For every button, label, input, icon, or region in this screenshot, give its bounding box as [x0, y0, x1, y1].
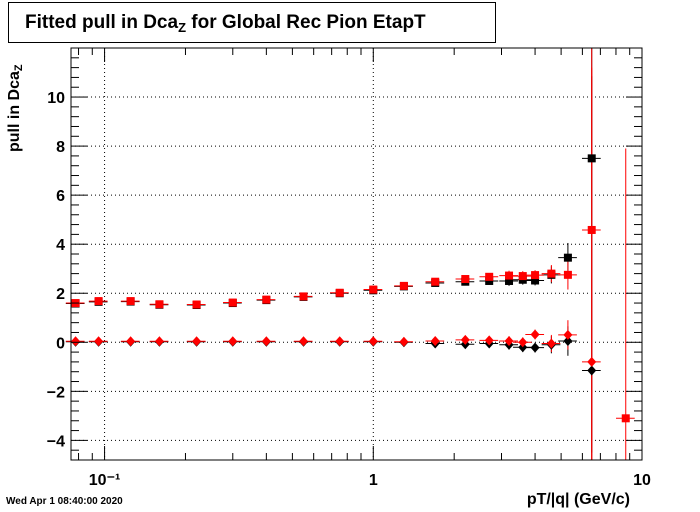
axes: 10⁻¹ 1 10 −4 −2 0 2 4 6 8 10 — [47, 47, 651, 489]
data-point — [546, 338, 556, 349]
data-point — [299, 292, 308, 301]
data-point — [155, 300, 164, 309]
data-point — [621, 414, 630, 423]
data-point — [262, 295, 271, 304]
data-point — [485, 276, 494, 285]
timestamp: Wed Apr 1 08:40:00 2020 — [6, 496, 123, 507]
data-point — [228, 298, 237, 307]
x-tick-label: 1 — [369, 472, 378, 489]
data-point — [505, 271, 514, 280]
data-point — [431, 277, 440, 286]
y-tick-label: −2 — [47, 384, 65, 401]
data-point — [518, 272, 527, 281]
data-point — [154, 336, 164, 347]
data-point — [126, 297, 135, 306]
y-tick-label: 0 — [56, 335, 65, 352]
error-bars — [65, 48, 635, 460]
grid — [71, 48, 643, 460]
data-point — [505, 276, 514, 285]
data-point — [587, 225, 596, 234]
y-tick-label: 10 — [47, 90, 65, 107]
y-tick-label: −4 — [47, 433, 65, 450]
data-point — [530, 329, 540, 340]
data-point — [563, 270, 572, 279]
data-point — [587, 154, 596, 163]
plot-frame — [70, 47, 643, 461]
data-point — [563, 253, 572, 262]
data-point — [530, 342, 540, 353]
data-point — [460, 334, 470, 345]
data-point — [126, 336, 136, 347]
data-point — [335, 336, 345, 347]
data-point — [299, 336, 309, 347]
data-point — [228, 336, 238, 347]
data-point — [399, 336, 409, 347]
data-point — [518, 337, 528, 348]
data-point — [94, 336, 104, 347]
data-point — [563, 336, 573, 347]
data-point — [485, 272, 494, 281]
chart-title: Fitted pull in DcaZ for Global Rec Pion … — [25, 12, 426, 35]
data-point — [430, 336, 440, 347]
x-tick-label: 10 — [633, 472, 651, 489]
y-tick-label: 2 — [56, 286, 65, 303]
data-point — [461, 275, 470, 284]
data-point — [368, 336, 378, 347]
data-point — [531, 271, 540, 280]
data-point — [369, 285, 378, 294]
data-point — [192, 300, 201, 309]
data-point — [587, 365, 597, 376]
data-point — [547, 269, 556, 278]
data-point — [399, 281, 408, 290]
data-point — [587, 356, 597, 367]
data-point — [531, 276, 540, 285]
y-tick-label: 6 — [56, 188, 65, 205]
data-point — [192, 336, 202, 347]
data-point — [335, 288, 344, 297]
title-box: Fitted pull in DcaZ for Global Rec Pion … — [8, 2, 496, 43]
x-tick-label: 10⁻¹ — [89, 472, 121, 489]
x-axis-label: pT/|q| (GeV/c) — [526, 491, 630, 508]
markers — [71, 154, 630, 423]
data-point — [563, 329, 573, 340]
y-tick-label: 8 — [56, 139, 65, 156]
y-axis-label: pull in DcaZ — [6, 64, 25, 152]
y-tick-label: 4 — [56, 237, 65, 254]
data-point — [484, 335, 494, 346]
data-point — [261, 336, 271, 347]
data-point — [71, 336, 81, 347]
data-point — [94, 297, 103, 306]
data-point — [504, 336, 514, 347]
